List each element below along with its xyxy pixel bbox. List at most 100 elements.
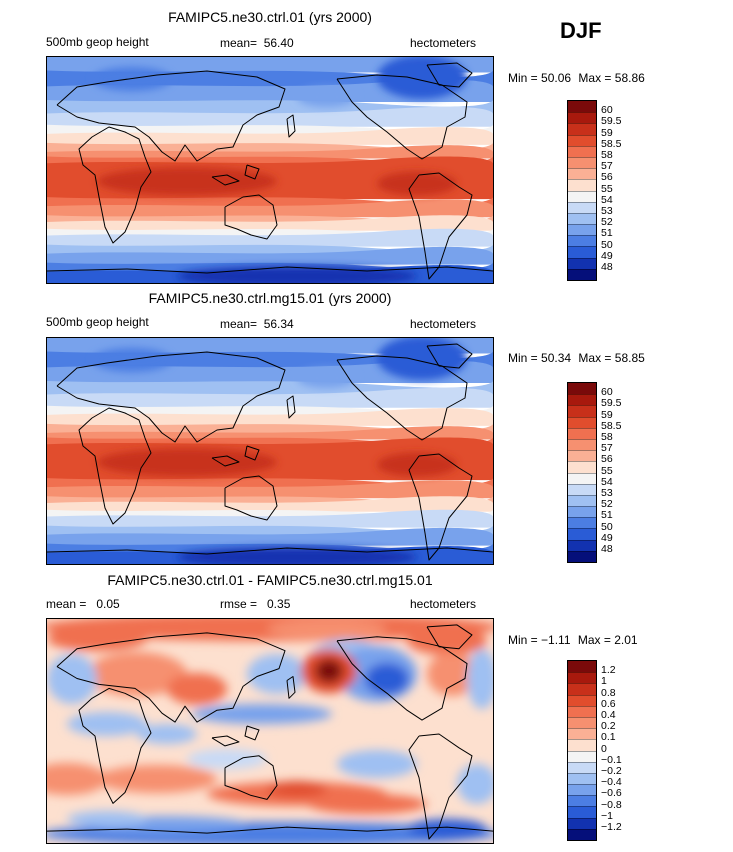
panel-2-mean-label: mean= 56.34 — [220, 317, 294, 331]
colorbar-level-label: 0.8 — [601, 686, 616, 699]
colorbar-swatch — [568, 450, 596, 462]
colorbar-swatch — [568, 112, 596, 124]
contour-band — [47, 527, 493, 546]
contour-band — [47, 408, 493, 426]
colorbar-level-label: 56 — [601, 453, 613, 466]
anomaly-features — [92, 338, 467, 564]
colorbar-swatch — [568, 212, 596, 225]
difference-blob — [187, 749, 267, 769]
contour-band — [47, 509, 493, 528]
coastline — [244, 445, 260, 461]
colorbar-level-label: 49 — [601, 531, 613, 544]
colorbar-level-label: 54 — [601, 193, 613, 206]
colorbar-level-label: 49 — [601, 249, 613, 262]
colorbar-swatch — [568, 795, 596, 807]
colorbar-swatch — [568, 661, 596, 673]
colorbar-level-label: −0.4 — [601, 776, 622, 789]
panel-2-min-label: Min = — [508, 351, 538, 365]
coastlines — [47, 343, 493, 561]
coastline — [56, 351, 286, 443]
difference-blob — [315, 659, 343, 683]
trough-feature — [297, 368, 357, 388]
colorbar-level-label: 53 — [601, 205, 613, 217]
colorbar-swatch — [568, 672, 596, 684]
coastline — [56, 70, 286, 162]
panel-1-title: FAMIPC5.ne30.ctrl.01 (yrs 2000) — [168, 9, 372, 25]
coastline — [78, 687, 152, 804]
colorbar-swatch — [568, 761, 596, 773]
ridge-feature — [97, 448, 277, 477]
contour-band — [47, 215, 493, 231]
colorbar-swatch — [568, 694, 596, 706]
panel-3-map — [46, 618, 494, 844]
colorbar-swatch — [568, 817, 596, 829]
difference-blob — [192, 704, 332, 724]
coastline — [336, 355, 468, 441]
colorbar-level-label: 58.5 — [601, 137, 622, 150]
contour-band — [47, 106, 493, 127]
panel-3-contour-plot — [47, 619, 493, 843]
coastline — [244, 164, 260, 180]
colorbar-swatch — [568, 716, 596, 729]
coastline — [211, 455, 240, 467]
colorbar-swatch — [568, 201, 596, 213]
coastline — [426, 62, 473, 88]
colorbar-level-label: −0.1 — [601, 753, 622, 766]
colorbar-swatch — [568, 123, 596, 135]
coastline — [47, 826, 493, 834]
colorbar-level-label: 52 — [601, 216, 613, 229]
colorbar-swatch — [568, 268, 596, 280]
difference-blob — [307, 794, 427, 814]
colorbar-level-label: 51 — [601, 509, 613, 522]
colorbar-box — [567, 100, 597, 281]
colorbar-swatch — [568, 168, 596, 180]
colorbar-level-label: −1 — [601, 809, 613, 822]
panel-3-min-value: −1.11 — [541, 633, 571, 647]
panel-2-colorbar: 60 59.5 59 58.5 58 57 56 55 54 53 52 51 50 49 48 — [567, 382, 621, 563]
colorbar-swatch — [568, 235, 596, 247]
difference-blob — [47, 627, 147, 651]
panel-3-min-label: Min = — [508, 633, 538, 647]
colorbar-swatch — [568, 683, 596, 695]
panel-2-units-label: hectometers — [410, 317, 477, 331]
coastline — [47, 547, 493, 555]
difference-blob — [407, 627, 487, 655]
difference-blob — [457, 764, 493, 804]
colorbar-level-label: 58 — [601, 431, 613, 443]
colorbar-swatch — [568, 506, 596, 518]
difference-blob — [267, 619, 387, 639]
contour-band — [47, 426, 493, 440]
colorbar-swatch — [568, 750, 596, 762]
coastline — [56, 632, 286, 723]
colorbar-level-label: 53 — [601, 487, 613, 499]
panel-3-title: FAMIPC5.ne30.ctrl.01 - FAMIPC5.ne30.ctrl… — [107, 572, 433, 588]
colorbar-swatch — [568, 383, 596, 395]
colorbar-level-label: 56 — [601, 171, 613, 184]
colorbar-swatch — [568, 246, 596, 258]
colorbar-swatch — [568, 784, 596, 796]
trough-feature — [377, 57, 467, 99]
colorbar-level-label: 59 — [601, 126, 613, 139]
panel-3-rmse-label: rmse = 0.35 — [220, 597, 291, 611]
contour-band — [47, 480, 493, 499]
contour-band — [47, 145, 493, 159]
colorbar-swatch — [568, 101, 596, 113]
coastline — [244, 725, 260, 741]
colorbar-swatch — [568, 528, 596, 540]
colorbar-level-label: 60 — [601, 104, 613, 117]
colorbar-level-label: 50 — [601, 520, 613, 533]
difference-blob — [87, 652, 187, 696]
contour-band — [47, 246, 493, 265]
difference-blob — [67, 811, 147, 827]
colorbar-swatch — [568, 828, 596, 840]
coastline — [336, 636, 468, 721]
panel-3-colorbar: 1.2 1 0.8 0.6 0.4 0.2 0.1 0 −0.1 −0.2 −0.4 −0.6 −0.8… — [567, 660, 622, 841]
panel-1-units-label: hectometers — [410, 36, 477, 50]
colorbar-swatch — [568, 134, 596, 146]
ridge-feature — [377, 171, 457, 196]
difference-blob — [167, 673, 227, 705]
colorbar-swatch — [568, 190, 596, 202]
colorbar-level-label: 59.5 — [601, 115, 622, 128]
coastline — [78, 407, 152, 525]
colorbar-swatch — [568, 728, 596, 740]
